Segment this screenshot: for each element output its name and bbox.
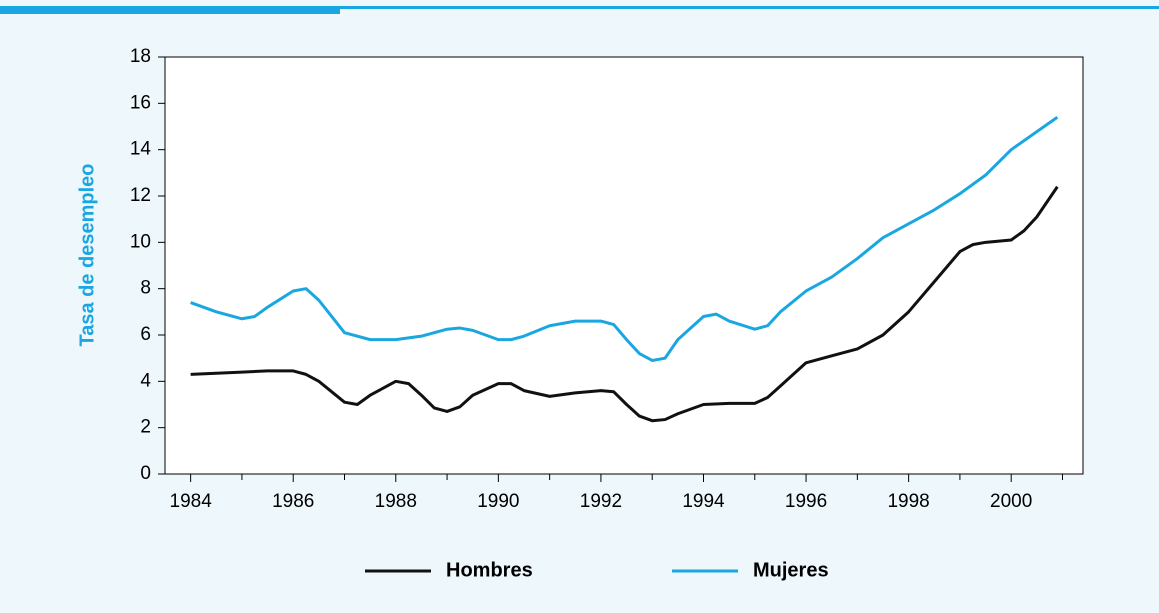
x-tick-label: 1994: [682, 491, 725, 512]
legend-label: Hombres: [446, 559, 533, 581]
x-tick-label: 1990: [477, 491, 519, 512]
top-rule: [0, 6, 1159, 9]
x-tick-label: 2000: [990, 491, 1032, 512]
x-tick-label: 1998: [887, 491, 929, 512]
y-tick-label: 18: [130, 46, 151, 67]
y-tick-label: 12: [130, 185, 151, 206]
plot-area: [165, 57, 1083, 474]
y-axis-label: Tasa de desempleo: [76, 163, 98, 346]
series-line: [190, 116, 1059, 362]
y-tick-label: 14: [130, 139, 152, 160]
y-tick-label: 2: [140, 417, 151, 438]
legend-label: Mujeres: [753, 559, 829, 581]
x-tick-label: 1988: [375, 491, 417, 512]
y-tick-label: 16: [130, 92, 151, 113]
top-rule-accent: [0, 6, 340, 14]
y-tick-label: 6: [140, 324, 151, 345]
x-tick-label: 1996: [785, 491, 827, 512]
x-tick-label: 1984: [170, 491, 213, 512]
x-tick-label: 1986: [272, 491, 314, 512]
x-tick-label: 1992: [580, 491, 622, 512]
y-tick-label: 0: [140, 463, 151, 484]
series-line: [190, 185, 1059, 423]
plot-frame: [164, 56, 1084, 475]
y-tick-label: 10: [130, 231, 151, 252]
y-tick-label: 4: [140, 370, 151, 391]
y-tick-label: 8: [140, 278, 151, 299]
